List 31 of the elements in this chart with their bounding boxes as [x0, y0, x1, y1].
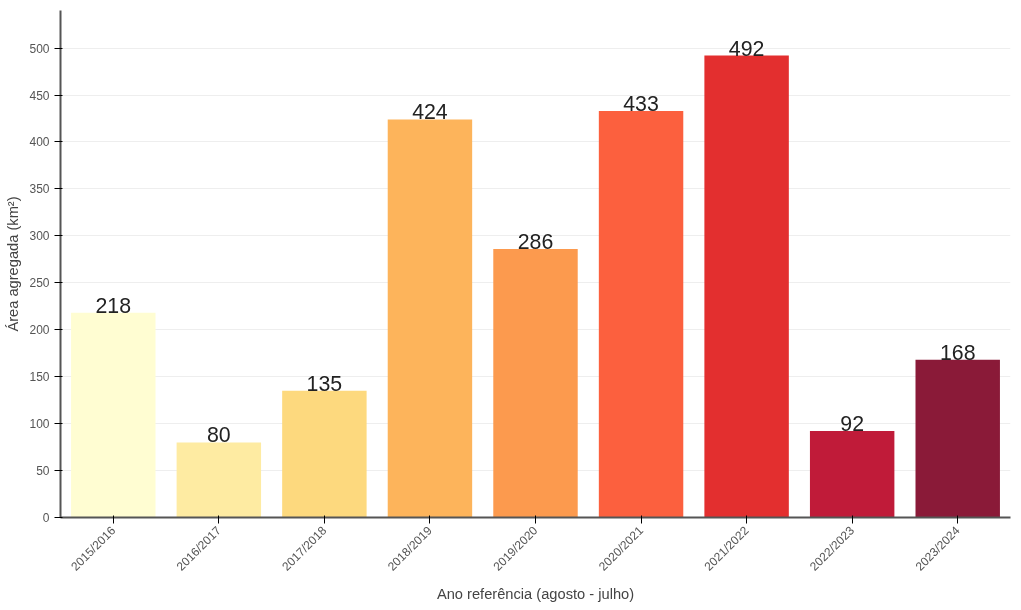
- data-label: 433: [623, 91, 659, 116]
- bar: [387, 119, 473, 518]
- bar: [598, 110, 684, 518]
- data-label: 135: [306, 371, 343, 396]
- data-label: 286: [517, 229, 554, 254]
- bar: [915, 359, 1000, 518]
- bar: [176, 442, 262, 518]
- y-tick-label: 350: [29, 182, 50, 197]
- data-label: 218: [95, 293, 132, 318]
- bar: [809, 431, 895, 518]
- y-tick-label: 300: [29, 229, 50, 244]
- data-label: 92: [840, 412, 865, 437]
- data-label: 80: [206, 423, 231, 448]
- y-tick-label: 50: [36, 464, 50, 479]
- bar: [704, 55, 789, 518]
- data-label: 492: [728, 36, 765, 61]
- y-tick-label: 150: [29, 370, 50, 385]
- x-axis-title: Ano referência (agosto - julho): [436, 586, 635, 603]
- bar: [71, 312, 156, 518]
- y-tick-label: 400: [29, 135, 50, 150]
- data-label: 168: [939, 340, 976, 365]
- y-tick-label: 250: [29, 276, 50, 291]
- y-tick-label: 500: [29, 41, 50, 56]
- bar: [282, 390, 367, 518]
- bar: [493, 248, 578, 518]
- data-label: 424: [412, 100, 448, 125]
- y-tick-label: 0: [42, 511, 50, 525]
- y-axis-title: Área agregada (km²): [5, 196, 22, 332]
- y-tick-label: 200: [29, 323, 50, 338]
- y-tick-label: 450: [29, 88, 50, 103]
- y-tick-label: 100: [29, 417, 50, 432]
